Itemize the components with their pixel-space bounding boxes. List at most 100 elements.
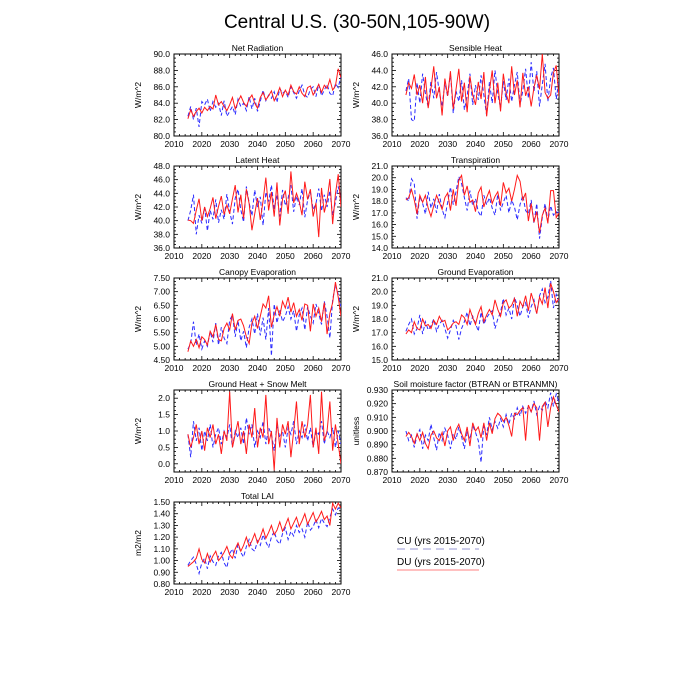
ground-heat-snow-melt-xtick-label: 2020 [192,475,211,485]
canopy-evaporation-xtick-label: 2010 [165,363,184,373]
sensible-heat-ytick-label: 36.0 [371,131,388,141]
ground-heat-snow-melt-ytick-label: 2.0 [158,393,170,403]
ground-evaporation-title: Ground Evaporation [437,267,513,277]
sensible-heat-ytick-label: 38.0 [371,115,388,125]
latent-heat-series-du [187,171,341,238]
ground-heat-snow-melt-xtick-label: 2060 [304,475,323,485]
soil-moisture-factor-btran-or-btranmn-panel: 2010 2020 2030 2040 2050 2060 2070 0.870 0.880 0.… [351,379,569,485]
ground-evaporation-xtick-label: 2050 [494,363,513,373]
ground-evaporation-panel: 2010 2020 2030 2040 2050 2060 2070 15.0 16.0 17.0… [351,267,569,373]
transpiration-ylabel: W/m^2 [351,194,361,220]
soil-moisture-factor-btran-or-btranmn-ylabel: unitless [351,417,361,446]
ground-heat-snow-melt-xtick-label: 2030 [220,475,239,485]
latent-heat-ytick-label: 36.0 [153,243,170,253]
total-lai-xtick-label: 2070 [332,587,351,597]
transpiration-xtick-label: 2060 [522,251,541,261]
net-radiation-ylabel: W/m^2 [133,82,143,108]
total-lai-xtick-label: 2010 [165,587,184,597]
ground-evaporation-ylabel: W/m^2 [351,306,361,332]
soil-moisture-factor-btran-or-btranmn-ytick-label: 0.870 [367,467,389,477]
soil-moisture-factor-btran-or-btranmn-xtick-label: 2020 [410,475,429,485]
canopy-evaporation-panel: 2010 2020 2030 2040 2050 2060 2070 4.50 5.00 5.50… [133,267,351,373]
net-radiation-xtick-label: 2070 [332,139,351,149]
soil-moisture-factor-btran-or-btranmn-ytick-label: 0.890 [367,440,389,450]
sensible-heat-panel: 2010 2020 2030 2040 2050 2060 2070 36.0 38.0 40.0… [351,43,569,149]
net-radiation-ytick-label: 88.0 [153,65,170,75]
canopy-evaporation-xtick-label: 2060 [304,363,323,373]
total-lai-xtick-label: 2020 [192,587,211,597]
panels: 2010 2020 2030 2040 2050 2060 2070 80.0 82.0 84.0… [133,43,569,597]
ground-evaporation-xtick-label: 2070 [550,363,569,373]
net-radiation-series-cu [187,76,341,128]
canopy-evaporation-title: Canopy Evaporation [219,267,296,277]
canopy-evaporation-xtick-label: 2050 [276,363,295,373]
sensible-heat-title: Sensible Heat [449,43,503,53]
total-lai-ytick-label: 1.30 [153,520,170,530]
net-radiation-title: Net Radiation [232,43,284,53]
canopy-evaporation-xtick-label: 2070 [332,363,351,373]
transpiration-xtick-label: 2040 [466,251,485,261]
total-lai-ytick-label: 1.10 [153,544,170,554]
net-radiation-xtick-label: 2020 [192,139,211,149]
latent-heat-ytick-label: 40.0 [153,216,170,226]
transpiration-ytick-label: 14.0 [371,243,388,253]
ground-heat-snow-melt-ytick-label: 0.0 [158,459,170,469]
latent-heat-xtick-label: 2060 [304,251,323,261]
net-radiation-xtick-label: 2040 [248,139,267,149]
canopy-evaporation-ytick-label: 5.50 [153,328,170,338]
latent-heat-xtick-label: 2070 [332,251,351,261]
transpiration-ytick-label: 18.0 [371,196,388,206]
total-lai-ytick-label: 1.20 [153,532,170,542]
canopy-evaporation-ytick-label: 4.50 [153,355,170,365]
ground-evaporation-xtick-label: 2010 [383,363,402,373]
transpiration-title: Transpiration [451,155,501,165]
net-radiation-ytick-label: 84.0 [153,98,170,108]
soil-moisture-factor-btran-or-btranmn-xtick-label: 2070 [550,475,569,485]
canopy-evaporation-ytick-label: 6.50 [153,300,170,310]
total-lai-ytick-label: 1.50 [153,497,170,507]
total-lai-xtick-label: 2050 [276,587,295,597]
soil-moisture-factor-btran-or-btranmn-ytick-label: 0.930 [367,385,389,395]
canopy-evaporation-xtick-label: 2020 [192,363,211,373]
soil-moisture-factor-btran-or-btranmn-ytick-label: 0.920 [367,399,389,409]
sensible-heat-series-cu [405,62,559,123]
transpiration-ytick-label: 20.0 [371,173,388,183]
legend-label-du-yrs-2015-2070: DU (yrs 2015-2070) [397,557,485,568]
transpiration-ytick-label: 15.0 [371,231,388,241]
latent-heat-ytick-label: 42.0 [153,202,170,212]
latent-heat-ytick-label: 48.0 [153,161,170,171]
latent-heat-title: Latent Heat [236,155,281,165]
transpiration-ytick-label: 16.0 [371,220,388,230]
ground-heat-snow-melt-xtick-label: 2040 [248,475,267,485]
sensible-heat-ytick-label: 42.0 [371,82,388,92]
total-lai-ytick-label: 0.90 [153,567,170,577]
canopy-evaporation-xtick-label: 2040 [248,363,267,373]
total-lai-xtick-label: 2030 [220,587,239,597]
canopy-evaporation-ytick-label: 6.00 [153,314,170,324]
ground-evaporation-xtick-label: 2020 [410,363,429,373]
total-lai-ytick-label: 1.00 [153,556,170,566]
transpiration-xtick-label: 2030 [438,251,457,261]
net-radiation-ytick-label: 82.0 [153,115,170,125]
transpiration-frame [391,165,560,249]
ground-heat-snow-melt-xtick-label: 2050 [276,475,295,485]
latent-heat-panel: 2010 2020 2030 2040 2050 2060 2070 36.0 38.0 40.0… [133,155,351,261]
total-lai-ytick-label: 0.80 [153,579,170,589]
net-radiation-ytick-label: 86.0 [153,82,170,92]
transpiration-ytick-label: 21.0 [371,161,388,171]
latent-heat-xtick-label: 2020 [192,251,211,261]
sensible-heat-xtick-label: 2020 [410,139,429,149]
transpiration-xtick-label: 2050 [494,251,513,261]
sensible-heat-xtick-label: 2060 [522,139,541,149]
ground-heat-snow-melt-ytick-label: 0.5 [158,442,170,452]
ground-evaporation-ytick-label: 20.0 [371,287,388,297]
sensible-heat-xtick-label: 2070 [550,139,569,149]
sensible-heat-xtick-label: 2030 [438,139,457,149]
sensible-heat-ytick-label: 44.0 [371,65,388,75]
ground-evaporation-frame [391,277,560,361]
total-lai-series-du [187,502,341,567]
sensible-heat-xtick-label: 2050 [494,139,513,149]
total-lai-ytick-label: 1.40 [153,509,170,519]
transpiration-series-du [405,173,559,233]
